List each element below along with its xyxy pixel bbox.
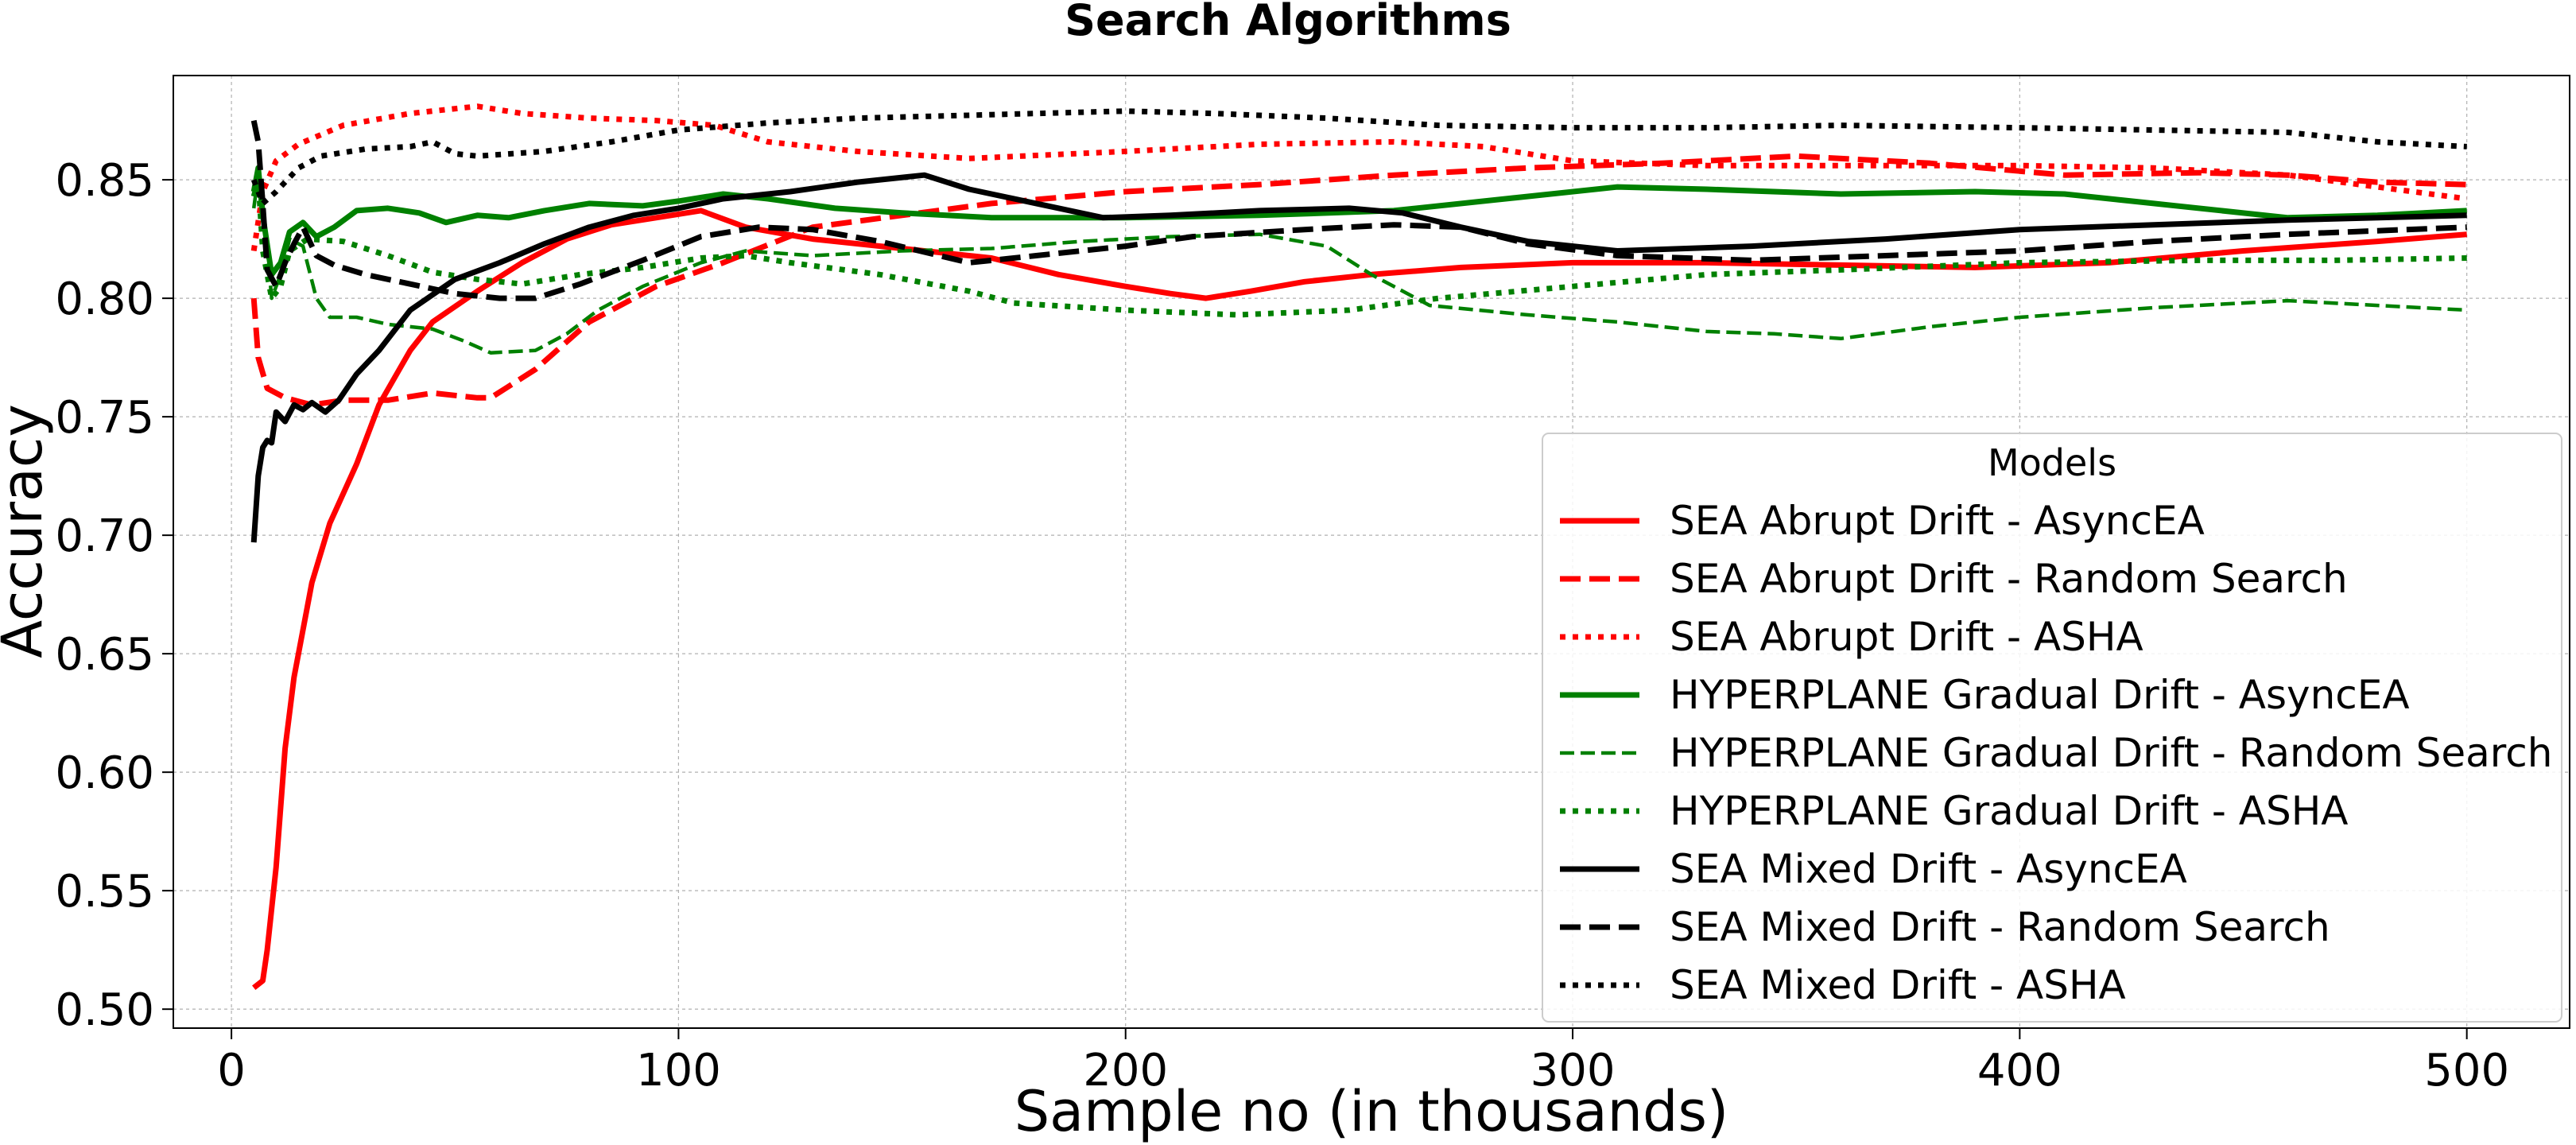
grid [173, 76, 2570, 1028]
y-tick-label: 0.70 [55, 510, 154, 562]
y-tick-label: 0.50 [55, 984, 154, 1036]
series-line-4 [250, 165, 2467, 278]
x-tick-label: 400 [1977, 1045, 2062, 1096]
plot-frame [173, 75, 2570, 1029]
legend-label-1: SEA Abrupt Drift - AsyncEA [1670, 498, 2205, 544]
y-tick-label: 0.65 [55, 629, 154, 681]
chart-title: Search Algorithms [1065, 0, 1511, 45]
series-line-1 [252, 208, 2467, 991]
legend-label-8: SEA Mixed Drift - Random Search [1670, 904, 2330, 950]
x-tick-label: 0 [217, 1045, 246, 1096]
axis-ticks: 0 100 200 300 400 500 0.50 0.55 0.60 0.65 0.70 0.75… [55, 155, 2509, 1096]
legend-label-9: SEA Mixed Drift - ASHA [1670, 962, 2126, 1008]
series-line-8 [250, 119, 2467, 301]
legend-label-4: HYPERPLANE Gradual Drift - AsyncEA [1670, 672, 2410, 718]
y-tick-label: 0.80 [55, 274, 154, 325]
y-tick-label: 0.75 [55, 392, 154, 444]
legend-label-5: HYPERPLANE Gradual Drift - Random Search [1670, 730, 2552, 776]
y-tick-label: 0.55 [55, 866, 154, 918]
y-axis-label: Accuracy [0, 404, 55, 658]
y-tick-label: 0.60 [55, 747, 154, 799]
legend-label-6: HYPERPLANE Gradual Drift - ASHA [1670, 788, 2349, 834]
x-tick-label: 100 [636, 1045, 721, 1096]
series-line-9 [250, 108, 2467, 207]
x-tick-label: 500 [2424, 1045, 2509, 1096]
legend: Models SEA Abrupt Drift - AsyncEA SEA Abru… [1542, 433, 2562, 1023]
y-tick-label: 0.85 [55, 155, 154, 207]
series-line-3 [250, 103, 2468, 252]
series-line-5 [251, 173, 2467, 355]
legend-title: Models [1988, 441, 2116, 484]
series-lines [250, 103, 2468, 991]
x-tick-label: 200 [1083, 1045, 1168, 1096]
legend-label-2: SEA Abrupt Drift - Random Search [1670, 556, 2348, 602]
series-line-7 [250, 172, 2467, 543]
x-axis-label: Sample no (in thousands) [1014, 1079, 1728, 1144]
legend-label-7: SEA Mixed Drift - AsyncEA [1670, 846, 2187, 892]
x-tick-label: 300 [1530, 1045, 1616, 1096]
legend-label-3: SEA Abrupt Drift - ASHA [1670, 614, 2143, 660]
legend-box [1542, 433, 2562, 1023]
